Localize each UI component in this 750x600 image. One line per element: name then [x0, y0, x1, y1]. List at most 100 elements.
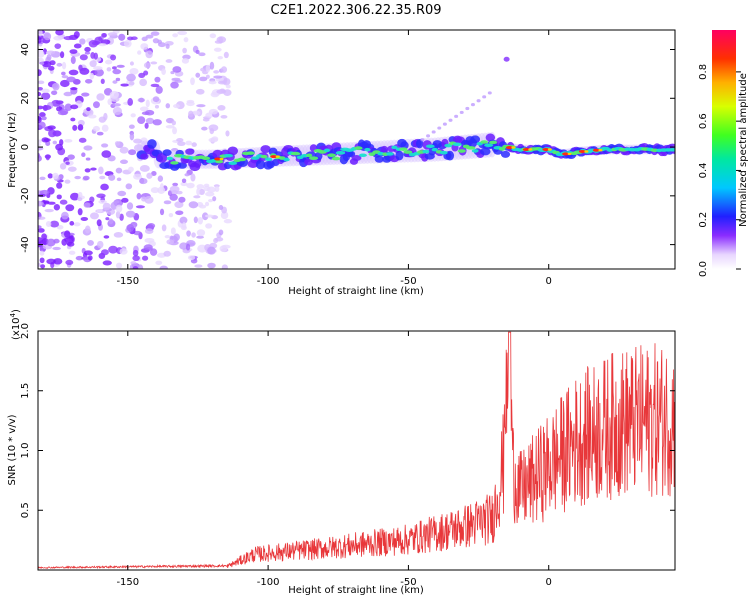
spectrogram-noise-blob	[159, 265, 168, 269]
spectrogram-noise-blob	[133, 230, 142, 236]
spectrogram-x-label: Height of straight line (km)	[288, 286, 424, 297]
spectrogram-band-body	[260, 145, 271, 154]
spectrogram-noise-blob	[51, 90, 58, 96]
spectrogram-noise-blob	[51, 99, 61, 107]
spectrogram-noise-blob	[47, 125, 56, 130]
spectrogram-noise-blob	[168, 212, 174, 218]
spectrogram-y-tick-label: -40	[20, 236, 31, 252]
spectrogram-noise-blob	[137, 97, 146, 103]
spectrogram-noise-blob	[225, 84, 231, 89]
spectrogram-noise-blob	[84, 46, 91, 52]
spectrogram-noise-blob	[128, 149, 137, 156]
spectrogram-noise-blob	[137, 50, 142, 55]
spectrogram-band-body	[374, 155, 384, 163]
spectrogram-band-core	[386, 152, 394, 156]
spectrogram-noise-blob	[140, 137, 148, 145]
spectrogram-noise-blob	[106, 67, 112, 72]
spectrogram-noise-blob	[108, 218, 114, 225]
spectrogram-band-body	[500, 150, 511, 158]
spectrogram-noise-blob	[97, 240, 104, 249]
spectrogram-noise-blob	[155, 260, 163, 265]
spectrogram-noise-blob	[177, 141, 186, 147]
spectrogram-noise-blob	[56, 62, 63, 67]
spectrogram-noise-blob	[190, 173, 196, 182]
spectrogram-noise-blob	[107, 98, 113, 106]
spectrogram-noise-blob	[100, 78, 105, 85]
spectrogram-noise-blob	[130, 36, 138, 41]
spectrogram-y-tick-label: 20	[20, 92, 31, 105]
spectrogram-noise-blob	[144, 122, 149, 129]
spectrogram-noise-blob	[195, 49, 200, 54]
spectrogram-noise-blob	[147, 223, 156, 229]
spectrogram-noise-blob	[133, 144, 144, 152]
spectrogram-x-axis: -150 -100 -50 0	[116, 30, 552, 287]
spectrogram-noise-blob	[38, 121, 46, 129]
spectrogram-noise-blob	[39, 176, 46, 181]
spectrogram-noise-blob	[217, 105, 226, 111]
spectrogram-noise-blob	[61, 71, 66, 76]
spectrogram-noise-blob	[143, 62, 151, 69]
spectrogram-noise-blob	[43, 32, 52, 41]
spectrogram-noise-blob	[198, 188, 205, 195]
spectrogram-noise-blob	[202, 118, 210, 122]
spectrogram-noise-blob	[166, 239, 175, 245]
spectrogram-noise-blob	[89, 212, 99, 220]
spectrogram-faint-arc	[426, 134, 431, 138]
spectrogram-noise-blob	[61, 211, 69, 220]
colorbar-label: Normalized spectral amplitude	[738, 73, 749, 227]
spectrogram-noise-blob	[209, 33, 217, 39]
spectrogram-band-core	[323, 148, 331, 153]
spectrogram-noise-blob	[121, 197, 129, 203]
spectrogram-noise-blob	[101, 150, 112, 158]
spectrogram-noise-blob	[64, 230, 71, 238]
spectrogram-band-body	[185, 148, 195, 155]
spectrogram-noise-blob	[181, 178, 187, 183]
spectrogram-noise-blob	[126, 73, 136, 82]
spectrogram-band-body	[140, 153, 149, 160]
spectrogram-faint-arc	[487, 91, 492, 95]
spectrogram-noise-blob	[108, 174, 116, 181]
spectrogram-noise-blob	[190, 77, 195, 86]
spectrogram-noise-blob	[42, 105, 52, 111]
spectrogram-noise-blob	[38, 80, 45, 85]
spectrogram-noise-blob	[127, 98, 134, 106]
spectrogram-band-peak	[275, 155, 280, 158]
spectrogram-band-core	[439, 150, 448, 155]
spectrogram-noise-blob	[165, 103, 171, 109]
spectrogram-noise-blob	[194, 264, 203, 268]
spectrogram-noise-blob	[56, 194, 62, 200]
spectrogram-noise-blob	[108, 245, 118, 254]
spectrogram-noise-blob	[135, 205, 146, 209]
spectrogram-band	[136, 56, 675, 172]
spectrogram-noise-blob	[61, 61, 67, 70]
spectrogram-noise-blob	[213, 75, 223, 79]
spectrogram-noise-blob	[39, 250, 45, 256]
spectrogram-noise-blob	[171, 120, 177, 126]
spectrogram-band-peak	[522, 148, 530, 151]
spectrogram-noise-blob	[139, 178, 148, 185]
spectrogram-noise-blob	[112, 66, 117, 70]
spectrogram-noise-blob	[145, 34, 154, 39]
spectrogram-noise-blob	[183, 37, 189, 43]
spectrogram-noise-blob	[196, 235, 204, 239]
spectrogram-noise-blob	[59, 163, 67, 170]
spectrogram-noise-blob	[96, 131, 104, 136]
spectrogram-x-tick-label: -100	[257, 276, 280, 287]
spectrogram-noise-blob	[60, 79, 70, 88]
spectrogram-noise-blob	[118, 33, 126, 41]
spectrogram-noise-blob	[159, 208, 165, 216]
spectrogram-noise-blob	[178, 196, 186, 203]
spectrogram-noise-blob	[101, 143, 109, 148]
spectrogram-noise-blob	[113, 232, 124, 238]
spectrogram-noise-blob	[44, 208, 54, 213]
spectrogram-noise-blob	[64, 103, 73, 111]
spectrogram-noise-blob	[74, 175, 81, 180]
spectrogram-noise-blob	[98, 166, 104, 175]
spectrogram-noise-blob	[38, 236, 43, 244]
spectrogram-noise-blob	[223, 51, 229, 59]
spectrogram-plot-frame	[37, 29, 676, 270]
spectrogram-noise-blob	[191, 110, 201, 116]
spectrogram-noise-blob	[69, 49, 78, 54]
spectrogram-noise-blob	[139, 106, 149, 112]
spectrogram-noise-blob	[150, 31, 160, 36]
